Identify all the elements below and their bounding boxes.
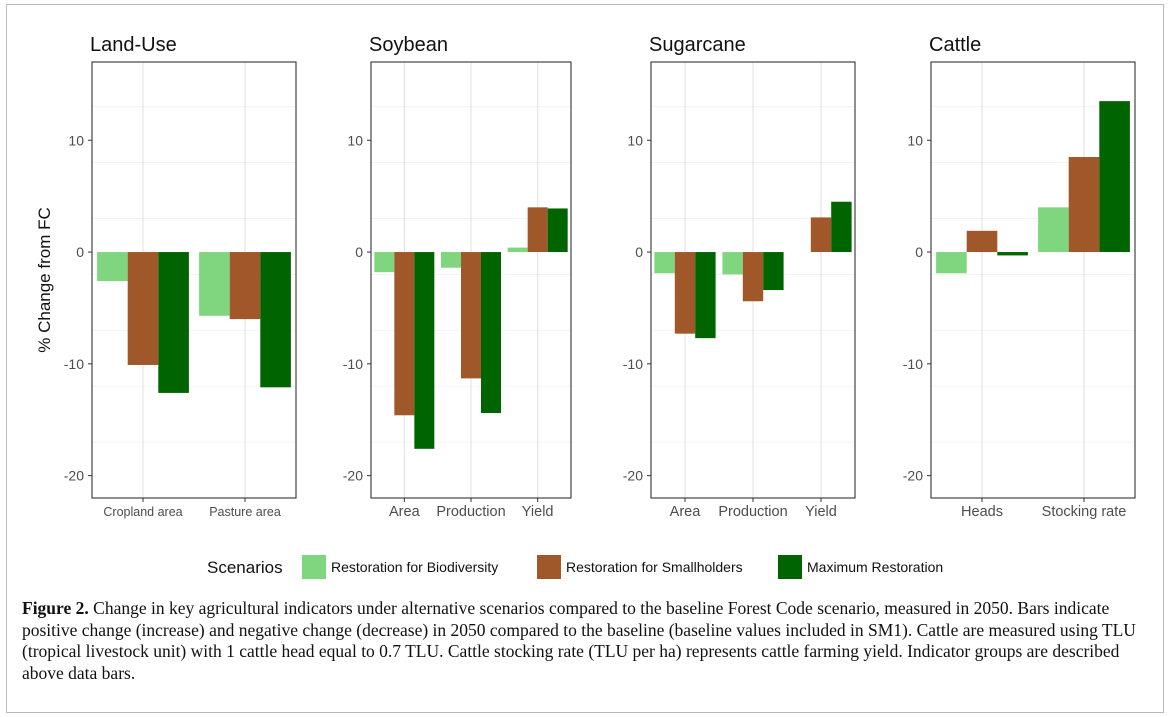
bar — [441, 252, 461, 268]
bar — [461, 252, 481, 379]
x-tick-label: Production — [436, 504, 505, 520]
bar — [742, 252, 764, 302]
legend-label: Maximum Restoration — [807, 559, 943, 575]
panel-border — [930, 61, 1136, 499]
x-tick-label: Heads — [961, 504, 1003, 520]
x-tick-label: Production — [718, 504, 787, 520]
bar — [966, 230, 998, 253]
figure-frame — [6, 4, 1164, 713]
bar — [1099, 101, 1130, 253]
panel-1: Soybean -20 -10 0 10 Area Production Yield — [343, 34, 572, 520]
y-tick-label: 10 — [627, 132, 643, 148]
x-tick-label: Area — [670, 504, 702, 520]
bar — [481, 252, 501, 414]
y-tick-label: -20 — [623, 468, 643, 484]
bar — [997, 252, 1028, 256]
legend-label: Restoration for Smallholders — [566, 559, 743, 575]
x-tick-label: Pasture area — [209, 505, 281, 519]
legend: Scenarios Restoration for Biodiversity Res… — [207, 555, 943, 579]
y-tick-label: -10 — [64, 356, 84, 372]
bar — [394, 252, 415, 416]
panel-title: Sugarcane — [649, 34, 746, 56]
bar — [199, 252, 230, 316]
panel-border — [91, 61, 297, 499]
y-tick-label: 0 — [635, 244, 643, 260]
bar — [414, 252, 435, 449]
bar — [527, 207, 548, 253]
legend-label: Restoration for Biodiversity — [331, 559, 498, 575]
x-tick-label: Cropland area — [103, 505, 182, 519]
y-tick-label: 0 — [355, 244, 363, 260]
bar — [1038, 207, 1069, 253]
bar — [674, 252, 696, 334]
legend-swatch — [778, 555, 802, 579]
bar — [158, 252, 189, 393]
bar — [547, 208, 568, 253]
x-tick-label: Yield — [522, 504, 554, 520]
bar — [1068, 157, 1100, 253]
bar — [763, 252, 784, 291]
bar — [507, 247, 528, 253]
legend-swatch — [537, 555, 561, 579]
bar — [229, 252, 261, 320]
y-tick-label: -20 — [343, 468, 363, 484]
bar — [127, 252, 159, 365]
bar — [810, 217, 832, 253]
bar — [97, 252, 128, 282]
y-axis-title: % Change from FC — [35, 207, 54, 353]
figure-caption: Figure 2. Change in key agricultural ind… — [22, 598, 1142, 684]
y-tick-label: -10 — [903, 356, 923, 372]
bar — [260, 252, 291, 388]
panel-title: Cattle — [929, 34, 981, 56]
panel-title: Land-Use — [90, 34, 177, 56]
y-tick-label: -10 — [623, 356, 643, 372]
y-tick-label: -10 — [343, 356, 363, 372]
bar — [654, 252, 675, 274]
y-tick-label: -20 — [64, 468, 84, 484]
caption-text: Change in key agricultural indicators un… — [22, 598, 1136, 683]
x-tick-label: Stocking rate — [1042, 504, 1127, 520]
panel-title: Soybean — [369, 34, 448, 56]
panel-3: Cattle -20 -10 0 10 Heads Stocking rate — [903, 34, 1136, 520]
figure-chart: Land-Use -20 -10 0 10 Cropland area Pasture ar… — [35, 34, 1136, 579]
x-tick-label: Area — [389, 504, 421, 520]
caption-label: Figure 2. — [22, 598, 89, 618]
bar — [374, 252, 395, 273]
panel-2: Sugarcane -20 -10 0 10 Area Production Yield — [623, 34, 856, 520]
y-tick-label: 0 — [76, 244, 84, 260]
y-tick-label: 0 — [915, 244, 923, 260]
legend-swatch — [302, 555, 326, 579]
y-tick-label: 10 — [68, 132, 84, 148]
panel-0: Land-Use -20 -10 0 10 Cropland area Pasture ar… — [64, 34, 297, 519]
x-tick-label: Yield — [805, 504, 837, 520]
y-tick-label: 10 — [907, 132, 923, 148]
bar — [936, 252, 967, 274]
bar — [831, 201, 852, 253]
legend-title: Scenarios — [207, 558, 283, 577]
bar — [722, 252, 743, 275]
y-tick-label: 10 — [347, 132, 363, 148]
bar — [695, 252, 716, 339]
y-tick-label: -20 — [903, 468, 923, 484]
